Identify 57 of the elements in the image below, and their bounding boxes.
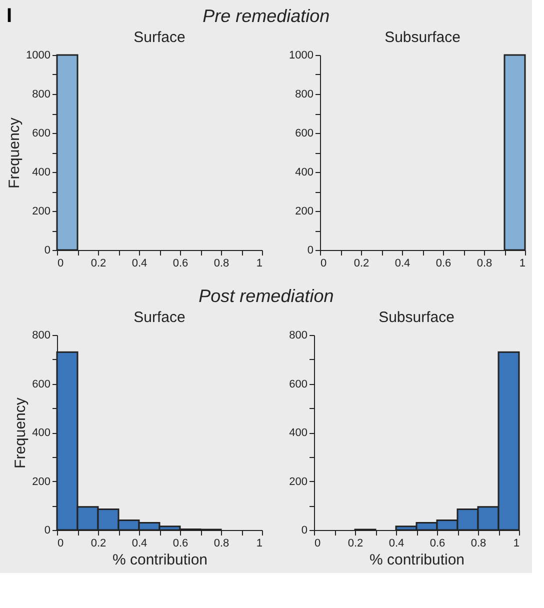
y-tick-label: 0	[44, 244, 50, 256]
x-tick-label: 0.2	[354, 258, 370, 270]
x-tick-label: 0.4	[394, 258, 410, 270]
text: I	[6, 5, 12, 27]
y-tick-label: 200	[289, 476, 308, 488]
chart-subtitle: Surface	[134, 309, 186, 326]
y-tick-label: 400	[295, 166, 314, 178]
chart-subtitle: Surface	[134, 29, 186, 46]
y-tick-label: 200	[32, 476, 50, 488]
x-tick-label: 0.4	[388, 538, 404, 550]
x-axis-title: % contribution	[369, 552, 465, 568]
x-tick-label: 0.6	[172, 538, 188, 550]
y-tick-label: 0	[301, 524, 308, 536]
x-tick-label: 1	[256, 258, 262, 270]
x-tick-label: 1	[256, 538, 262, 550]
x-tick-label: 0.4	[132, 538, 148, 550]
y-tick-label: 200	[295, 206, 314, 218]
y-tick-label: 800	[289, 330, 308, 342]
x-tick-label: 1	[519, 258, 526, 270]
y-axis-title: Frequency	[6, 117, 24, 188]
y-tick-label: 800	[32, 330, 50, 342]
chart-title: Post remediation	[198, 286, 334, 306]
y-tick-label: 600	[295, 128, 314, 140]
x-tick-label: 0.8	[214, 258, 230, 270]
y-tick-label: 200	[32, 206, 50, 218]
x-tick-label: 0.4	[132, 258, 148, 270]
x-tick-label: 0.2	[348, 538, 364, 550]
x-tick-label: 0	[58, 258, 64, 270]
y-axis-title: Frequency	[12, 397, 30, 468]
chart-subtitle: Subsurface	[384, 29, 460, 46]
x-tick-label: 0.6	[436, 258, 452, 270]
y-tick-label: 400	[289, 427, 308, 439]
x-tick-label: 0.6	[172, 258, 188, 270]
x-tick-label: 0	[314, 538, 321, 550]
y-tick-label: 600	[32, 128, 50, 140]
y-tick-label: 600	[32, 378, 50, 390]
x-tick-label: 1	[513, 538, 520, 550]
x-tick-label: 0	[320, 258, 327, 270]
x-axis-title: % contribution	[112, 552, 208, 568]
x-tick-label: 0.6	[430, 538, 446, 550]
y-tick-label: 400	[32, 166, 50, 178]
x-tick-label: 0.2	[90, 258, 106, 270]
y-tick-label: 1000	[26, 50, 50, 62]
y-tick-label: 800	[32, 88, 50, 100]
y-tick-label: 400	[32, 427, 50, 439]
y-tick-label: 800	[295, 88, 314, 100]
x-tick-label: 0.2	[90, 538, 106, 550]
y-tick-label: 0	[307, 244, 314, 256]
x-tick-label: 0	[58, 538, 64, 550]
y-tick-label: 1000	[289, 50, 314, 62]
x-tick-label: 0.8	[470, 538, 486, 550]
y-tick-label: 600	[289, 378, 308, 390]
x-tick-label: 0.8	[214, 538, 230, 550]
y-tick-label: 0	[44, 524, 50, 536]
x-tick-label: 0.8	[476, 258, 492, 270]
chart-title: Pre remediation	[202, 6, 330, 26]
chart-subtitle: Subsurface	[378, 309, 454, 326]
